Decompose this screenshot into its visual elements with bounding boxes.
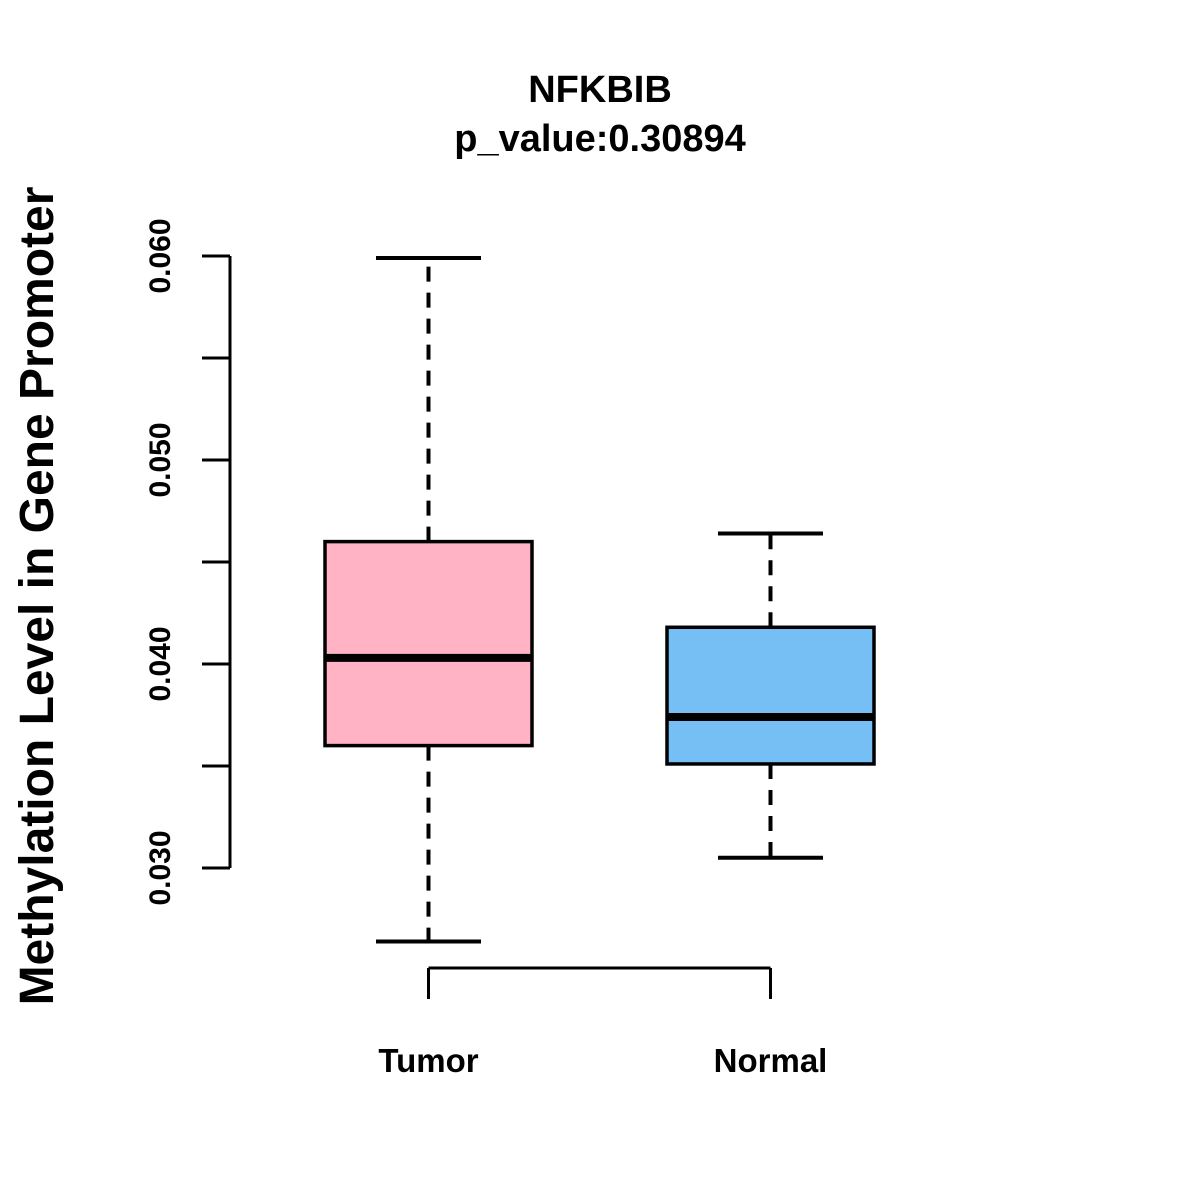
category-label-tumor: Tumor <box>378 1042 478 1079</box>
chart-title: NFKBIB <box>528 69 672 111</box>
y-axis-title: Methylation Level in Gene Promoter <box>11 187 64 1006</box>
normal-box <box>665 625 876 766</box>
chart-subtitle: p_value:0.30894 <box>454 118 746 160</box>
category-label-normal: Normal <box>714 1042 828 1079</box>
y-tick-label: 0.050 <box>144 422 177 497</box>
y-tick-label: 0.040 <box>144 626 177 701</box>
y-tick-label: 0.060 <box>144 218 177 293</box>
tumor-box <box>323 539 534 748</box>
y-tick-label: 0.030 <box>144 830 177 905</box>
